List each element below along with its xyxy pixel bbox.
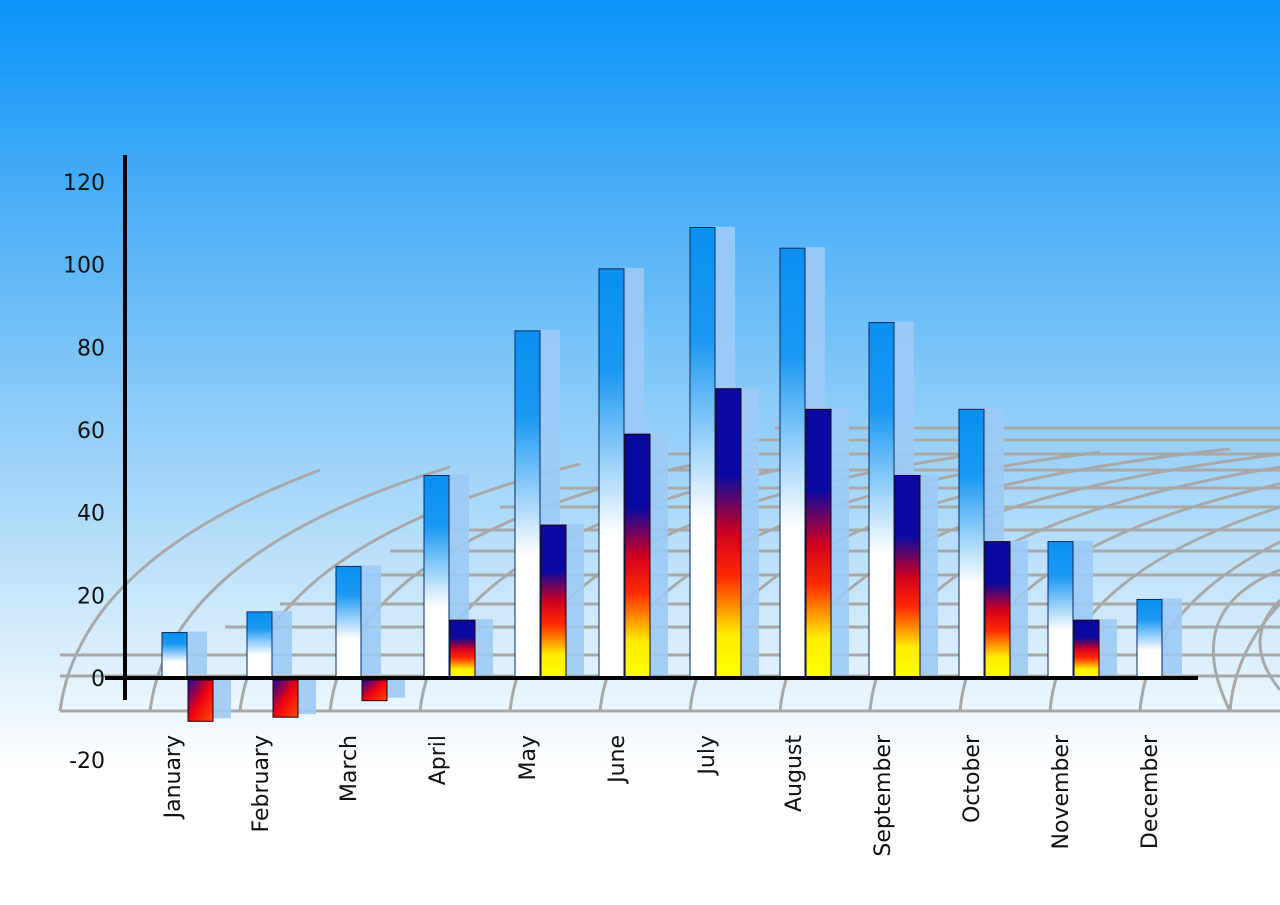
- bar-series2-february: [272, 679, 299, 718]
- bar-series1-september: [868, 322, 895, 679]
- x-tick-label: January: [161, 735, 186, 820]
- bar-series2-april: [449, 619, 476, 679]
- bar-series2-august: [805, 408, 832, 679]
- y-tick-label: 80: [77, 336, 105, 361]
- x-tick-label: December: [1138, 734, 1163, 849]
- y-tick-label: 60: [77, 419, 105, 444]
- bar-series2-june: [624, 433, 651, 679]
- bar-series1-october: [958, 408, 985, 679]
- bar-series1-december: [1136, 598, 1163, 679]
- y-tick-label: -20: [69, 749, 105, 774]
- bar-shadow-s2: [209, 679, 231, 719]
- bar-shadow-s2: [646, 433, 668, 675]
- bar-series1-june: [598, 268, 625, 679]
- x-tick-label: August: [782, 735, 807, 812]
- y-tick-label: 100: [63, 254, 105, 279]
- bar-series2-july: [715, 388, 742, 679]
- bar-series1-february: [246, 611, 273, 679]
- x-tick-label: September: [871, 734, 896, 857]
- x-tick-label: July: [695, 735, 720, 777]
- bar-series1-november: [1047, 541, 1074, 679]
- bar-shadow-s2: [294, 679, 316, 715]
- bar-shadow-s2: [471, 619, 493, 675]
- bar-series2-november: [1073, 619, 1100, 679]
- grid-curve: [58, 468, 321, 712]
- bar-series1-january: [161, 632, 188, 679]
- bar-series2-march: [361, 679, 388, 702]
- y-tick-label: 0: [91, 667, 105, 692]
- bar-series2-may: [540, 524, 567, 679]
- bar-shadow-s2: [562, 524, 584, 675]
- bar-shadow-s2: [1006, 540, 1028, 675]
- bar-series2-january: [187, 679, 214, 722]
- bar-shadow-s2: [827, 408, 849, 675]
- bar-series2-october: [984, 541, 1011, 679]
- x-tick-label: June: [605, 735, 630, 785]
- x-tick-label: October: [960, 734, 985, 823]
- bar-series1-march: [335, 565, 362, 679]
- grid-curve: [1258, 598, 1280, 691]
- bar-series1-july: [689, 227, 716, 679]
- x-tick-label: November: [1049, 734, 1074, 849]
- y-tick-label: 40: [77, 502, 105, 527]
- bar-shadow-s2: [916, 474, 938, 675]
- bar-shadow-s2: [383, 679, 405, 698]
- bar-series1-april: [423, 474, 450, 679]
- bar-shadow-s2: [737, 387, 759, 675]
- grid-curve: [148, 465, 451, 712]
- x-tick-label: May: [516, 735, 541, 780]
- grid-curve: [1211, 568, 1280, 712]
- y-tick-label: 120: [63, 171, 105, 196]
- bar-series2-september: [894, 474, 921, 679]
- x-tick-label: March: [337, 735, 362, 802]
- bar-series1-august: [779, 247, 806, 679]
- x-tick-label: February: [249, 735, 274, 833]
- bar-series1-may: [514, 330, 541, 679]
- x-tick-label: April: [426, 735, 451, 785]
- bar-shadow-s2: [1095, 619, 1117, 675]
- y-tick-label: 20: [77, 584, 105, 609]
- grid-curve: [1228, 602, 1280, 712]
